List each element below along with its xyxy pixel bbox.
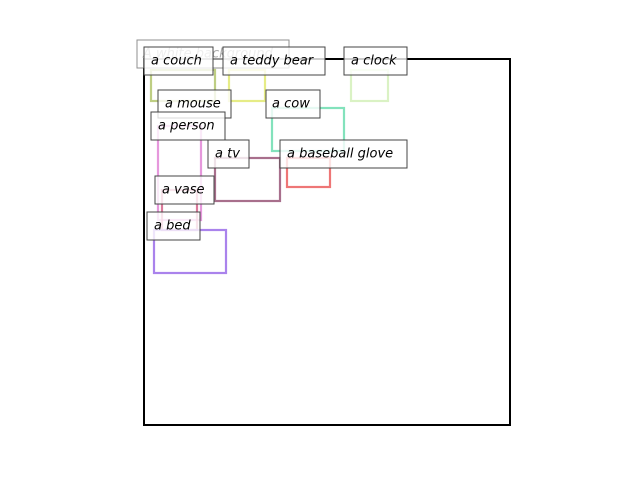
canvas-frame bbox=[143, 58, 511, 426]
object-text: a bed bbox=[154, 219, 191, 234]
object-label: a bed bbox=[146, 211, 201, 241]
object-label: a clock bbox=[343, 46, 408, 76]
object-label: a couch bbox=[143, 46, 214, 76]
object-label: a teddy bear bbox=[222, 46, 326, 76]
object-text: a couch bbox=[151, 54, 202, 69]
object-text: a teddy bear bbox=[230, 54, 315, 69]
object-text: a cow bbox=[272, 97, 310, 112]
object-text: a baseball glove bbox=[287, 147, 393, 162]
object-label: a vase bbox=[154, 175, 215, 205]
object-text: a vase bbox=[162, 183, 205, 198]
object-text: a mouse bbox=[165, 97, 221, 112]
object-text: a tv bbox=[215, 147, 240, 162]
object-label: a person bbox=[150, 111, 226, 141]
object-label: a baseball glove bbox=[279, 139, 408, 169]
object-label: a tv bbox=[207, 139, 250, 169]
object-label: a cow bbox=[265, 89, 321, 119]
object-text: a person bbox=[158, 119, 215, 134]
object-text: a clock bbox=[351, 54, 397, 69]
